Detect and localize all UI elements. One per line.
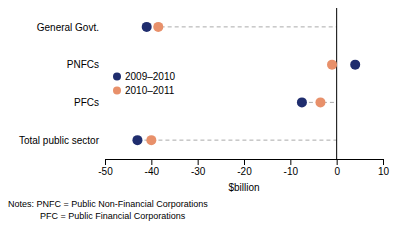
y-tick: General Govt. (37, 22, 99, 33)
x-tick-label: -20 (237, 166, 252, 177)
x-axis-line (106, 160, 384, 166)
x-tick: 10 (378, 159, 390, 177)
series (146, 22, 337, 145)
legend-item: 2009–2010 (113, 71, 175, 82)
dot (297, 97, 307, 107)
dot (315, 97, 325, 107)
x-tick-mark (290, 159, 291, 165)
x-tick: -40 (145, 159, 160, 177)
y-tick: Total public sector (19, 135, 100, 146)
x-tick: 0 (334, 159, 340, 177)
y-tick: PFCs (74, 97, 99, 108)
x-tick-mark (151, 159, 152, 165)
series (132, 22, 360, 145)
x-tick: -20 (237, 159, 252, 177)
x-tick-mark (198, 159, 199, 165)
legend-swatch (113, 73, 121, 81)
legend-label: 2009–2010 (125, 71, 175, 82)
dot (327, 60, 337, 70)
x-tick-mark (105, 159, 106, 165)
x-axis: -50 -40 -30 -20 -10 0 10 (98, 159, 389, 177)
x-tick-mark (383, 159, 384, 165)
zero-line (336, 8, 337, 159)
dot (153, 22, 163, 32)
x-tick-label: -40 (145, 166, 160, 177)
x-tick-mark (337, 159, 338, 165)
y-tick-label: General Govt. (37, 22, 99, 33)
note: PFC = Public Financial Corporations (40, 211, 186, 221)
chart: -50 -40 -30 -20 -10 0 10 General Govt. PNFCs PFCs… (0, 0, 397, 227)
dot (142, 22, 152, 32)
x-tick-label: 0 (334, 166, 340, 177)
x-tick-label: -10 (284, 166, 299, 177)
x-tick: -30 (191, 159, 206, 177)
legend-swatch (113, 87, 121, 95)
y-tick-label: PFCs (74, 97, 99, 108)
y-tick-label: PNFCs (67, 59, 99, 70)
plot: -50 -40 -30 -20 -10 0 10 General Govt. PNFCs PFCs… (19, 8, 390, 177)
x-tick-label: -30 (191, 166, 206, 177)
dot (132, 135, 142, 145)
y-tick-label: Total public sector (19, 135, 100, 146)
legend: 2009–2010 2010–2011 (113, 71, 175, 96)
y-axis: General Govt. PNFCs PFCs Total public secto… (19, 22, 100, 146)
note: Notes: PNFC = Public Non-Financial Corpo… (8, 199, 208, 209)
marks (132, 8, 360, 159)
guide-line (137, 140, 336, 141)
x-tick: -10 (284, 159, 299, 177)
x-tick: -50 (98, 159, 113, 177)
x-tick-label: 10 (378, 166, 390, 177)
dot (146, 135, 156, 145)
y-tick: PNFCs (67, 59, 99, 70)
x-tick-mark (244, 159, 245, 165)
legend-label: 2010–2011 (125, 85, 175, 96)
x-axis-title: $billion (228, 182, 259, 193)
guide-line (147, 26, 337, 27)
x-tick-label: -50 (98, 166, 113, 177)
dot (350, 60, 360, 70)
legend-item: 2010–2011 (113, 85, 175, 96)
